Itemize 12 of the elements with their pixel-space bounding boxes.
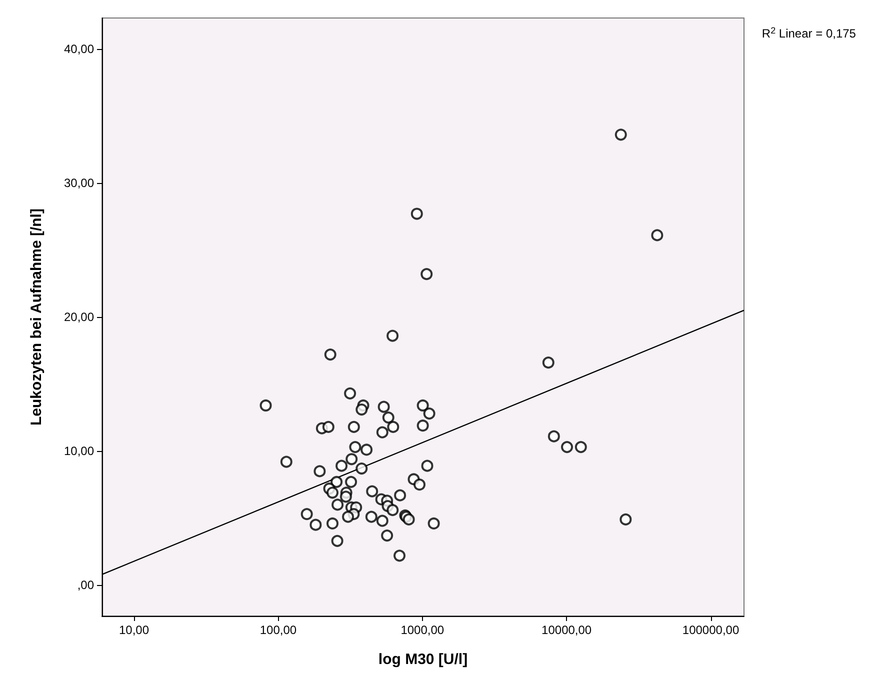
y-tick-label: 20,00 — [64, 310, 94, 324]
y-tick-label: 10,00 — [64, 444, 94, 458]
x-tick-label: 10,00 — [118, 623, 150, 637]
x-tick-label: 10000,00 — [542, 623, 592, 637]
x-tick-label: 1000,00 — [400, 623, 444, 637]
y-tick-label: 40,00 — [64, 42, 94, 56]
x-axis-title: log M30 [U/l] — [378, 651, 468, 668]
y-tick-label: 30,00 — [64, 176, 94, 190]
y-tick-label: ,00 — [77, 578, 94, 592]
y-axis-title: Leukozyten bei Aufnahme [/nl] — [28, 208, 45, 426]
x-tick-label: 100,00 — [260, 623, 297, 637]
x-tick-label: 100000,00 — [682, 623, 740, 637]
